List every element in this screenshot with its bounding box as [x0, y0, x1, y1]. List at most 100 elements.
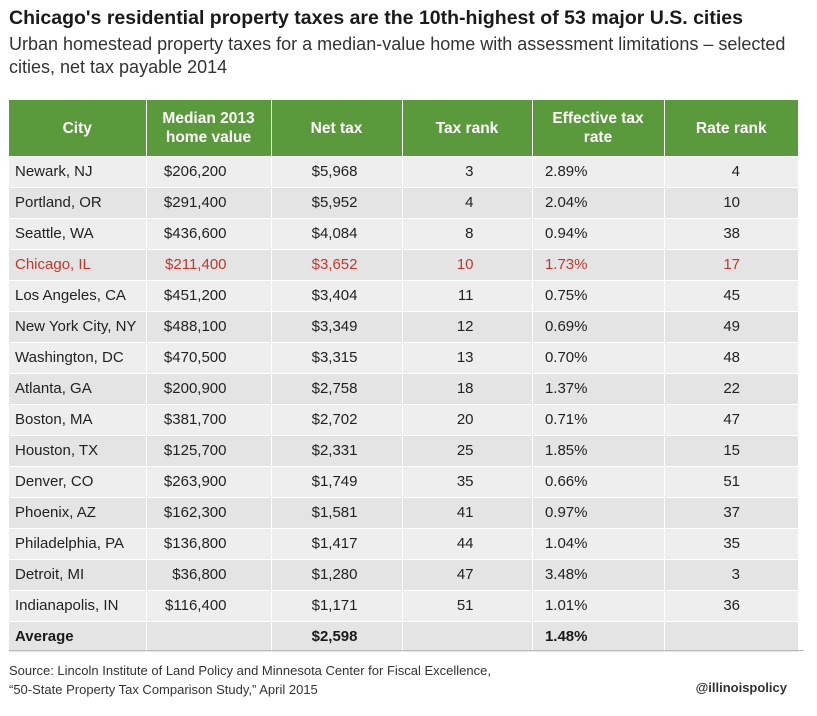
social-handle: @illinoispolicy — [695, 680, 787, 695]
average-median-value — [145, 621, 271, 652]
cell-median-value: $470,500 — [145, 342, 271, 374]
source-line-1: Source: Lincoln Institute of Land Policy… — [9, 663, 491, 678]
cell-net-tax: $4,084 — [270, 218, 402, 250]
header-rate-rank: Rate rank — [663, 100, 798, 157]
cell-effective-rate: 0.97% — [531, 497, 664, 529]
cell-net-tax: $1,171 — [270, 590, 402, 622]
cell-effective-rate: 0.69% — [531, 311, 664, 343]
cell-net-tax: $1,749 — [270, 466, 402, 498]
cell-tax-rank: 25 — [401, 435, 532, 467]
cell-city: Indianapolis, IN — [9, 590, 146, 622]
header-net-tax: Net tax — [270, 100, 402, 157]
cell-rate-rank: 36 — [663, 590, 798, 622]
property-tax-table: City Median 2013 home value Net tax Tax … — [9, 100, 798, 652]
cell-net-tax: $3,349 — [270, 311, 402, 343]
cell-net-tax: $2,702 — [270, 404, 402, 436]
cell-rate-rank: 35 — [663, 528, 798, 560]
cell-median-value: $125,700 — [145, 435, 271, 467]
cell-effective-rate: 0.94% — [531, 218, 664, 250]
table-row: Chicago, IL $211,400 $3,652 10 1.73% 17 — [9, 249, 798, 281]
source-note: Source: Lincoln Institute of Land Policy… — [9, 661, 629, 699]
cell-net-tax: $2,331 — [270, 435, 402, 467]
cell-rate-rank: 48 — [663, 342, 798, 374]
footer-divider — [9, 650, 804, 651]
cell-rate-rank: 49 — [663, 311, 798, 343]
cell-net-tax: $1,280 — [270, 559, 402, 591]
cell-city: Houston, TX — [9, 435, 146, 467]
cell-rate-rank: 51 — [663, 466, 798, 498]
cell-effective-rate: 3.48% — [531, 559, 664, 591]
cell-net-tax: $3,652 — [270, 249, 402, 281]
header-tax-rank: Tax rank — [401, 100, 532, 157]
average-row: Average $2,598 1.48% — [9, 621, 798, 652]
cell-median-value: $436,600 — [145, 218, 271, 250]
cell-median-value: $206,200 — [145, 156, 271, 188]
table-row: Houston, TX $125,700 $2,331 25 1.85% 15 — [9, 435, 798, 467]
cell-effective-rate: 1.04% — [531, 528, 664, 560]
cell-tax-rank: 47 — [401, 559, 532, 591]
table-row: Newark, NJ $206,200 $5,968 3 2.89% 4 — [9, 156, 798, 188]
cell-median-value: $381,700 — [145, 404, 271, 436]
cell-net-tax: $3,404 — [270, 280, 402, 312]
cell-median-value: $291,400 — [145, 187, 271, 219]
chart-title: Chicago's residential property taxes are… — [9, 7, 743, 29]
cell-city: Denver, CO — [9, 466, 146, 498]
average-label: Average — [9, 621, 146, 652]
cell-city: Washington, DC — [9, 342, 146, 374]
cell-tax-rank: 10 — [401, 249, 532, 281]
table-row: New York City, NY $488,100 $3,349 12 0.69% 49 — [9, 311, 798, 343]
header-city: City — [9, 100, 146, 157]
cell-net-tax: $2,758 — [270, 373, 402, 405]
cell-tax-rank: 11 — [401, 280, 532, 312]
cell-rate-rank: 22 — [663, 373, 798, 405]
table-row: Boston, MA $381,700 $2,702 20 0.71% 47 — [9, 404, 798, 436]
cell-tax-rank: 18 — [401, 373, 532, 405]
cell-rate-rank: 15 — [663, 435, 798, 467]
cell-city: Newark, NJ — [9, 156, 146, 188]
table-row: Los Angeles, CA $451,200 $3,404 11 0.75% 45 — [9, 280, 798, 312]
cell-median-value: $136,800 — [145, 528, 271, 560]
cell-effective-rate: 2.04% — [531, 187, 664, 219]
table-row: Atlanta, GA $200,900 $2,758 18 1.37% 22 — [9, 373, 798, 405]
average-net-tax: $2,598 — [270, 621, 402, 652]
cell-rate-rank: 10 — [663, 187, 798, 219]
header-row: City Median 2013 home value Net tax Tax … — [9, 100, 798, 157]
cell-effective-rate: 1.85% — [531, 435, 664, 467]
cell-median-value: $263,900 — [145, 466, 271, 498]
cell-city: Philadelphia, PA — [9, 528, 146, 560]
table-row: Indianapolis, IN $116,400 $1,171 51 1.01% 36 — [9, 590, 798, 622]
cell-rate-rank: 17 — [663, 249, 798, 281]
cell-effective-rate: 0.75% — [531, 280, 664, 312]
cell-net-tax: $1,581 — [270, 497, 402, 529]
cell-tax-rank: 51 — [401, 590, 532, 622]
cell-median-value: $488,100 — [145, 311, 271, 343]
cell-net-tax: $5,952 — [270, 187, 402, 219]
cell-net-tax: $1,417 — [270, 528, 402, 560]
cell-tax-rank: 3 — [401, 156, 532, 188]
cell-rate-rank: 37 — [663, 497, 798, 529]
cell-median-value: $36,800 — [145, 559, 271, 591]
chart-subtitle: Urban homestead property taxes for a med… — [9, 34, 786, 77]
cell-effective-rate: 0.70% — [531, 342, 664, 374]
cell-rate-rank: 47 — [663, 404, 798, 436]
table-row: Denver, CO $263,900 $1,749 35 0.66% 51 — [9, 466, 798, 498]
table-row: Phoenix, AZ $162,300 $1,581 41 0.97% 37 — [9, 497, 798, 529]
cell-median-value: $211,400 — [145, 249, 271, 281]
cell-city: Chicago, IL — [9, 249, 146, 281]
cell-tax-rank: 44 — [401, 528, 532, 560]
cell-effective-rate: 1.01% — [531, 590, 664, 622]
average-effective-rate: 1.48% — [531, 621, 664, 652]
cell-tax-rank: 20 — [401, 404, 532, 436]
cell-rate-rank: 38 — [663, 218, 798, 250]
cell-city: Seattle, WA — [9, 218, 146, 250]
cell-median-value: $116,400 — [145, 590, 271, 622]
header-effective-rate: Effective tax rate — [531, 100, 664, 157]
cell-effective-rate: 2.89% — [531, 156, 664, 188]
cell-city: Phoenix, AZ — [9, 497, 146, 529]
cell-city: Los Angeles, CA — [9, 280, 146, 312]
cell-median-value: $162,300 — [145, 497, 271, 529]
cell-effective-rate: 1.37% — [531, 373, 664, 405]
table-row: Detroit, MI $36,800 $1,280 47 3.48% 3 — [9, 559, 798, 591]
cell-city: Boston, MA — [9, 404, 146, 436]
cell-city: New York City, NY — [9, 311, 146, 343]
